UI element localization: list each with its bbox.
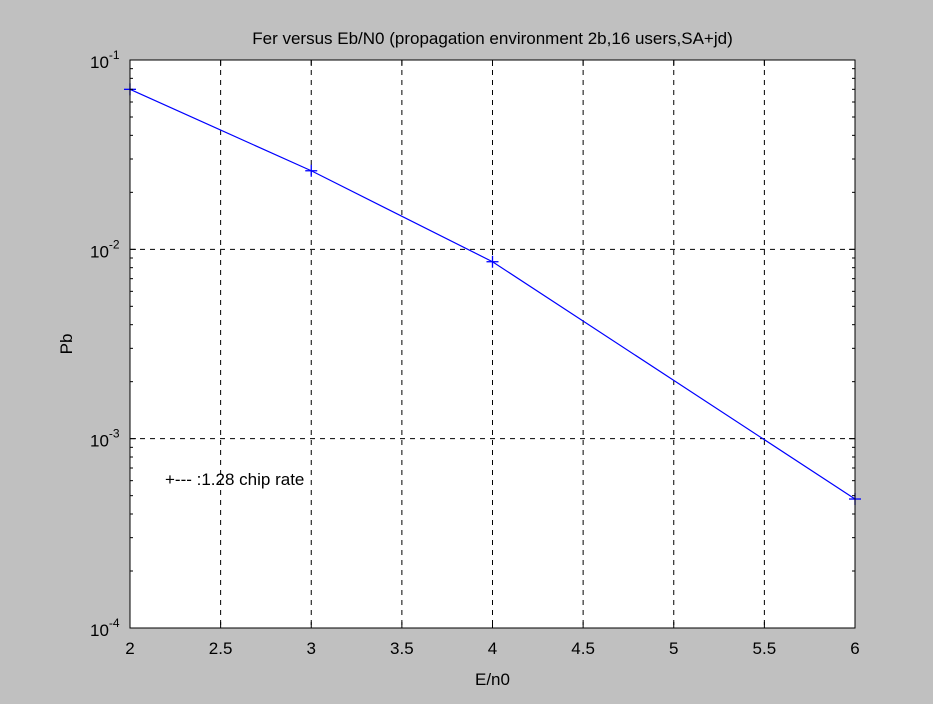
data-point-marker [486,255,499,268]
x-tick-label: 2 [125,639,134,658]
x-tick-label: 2.5 [209,639,233,658]
y-axis-label: Pb [57,334,76,355]
y-tick-label: 10-1 [90,48,120,72]
series-line [129,88,856,500]
x-tick-label: 5.5 [753,639,777,658]
y-axis-ticks: 10-4 10-3 10-2 10-1 [90,48,855,640]
grid-lines [130,60,855,628]
chart-title: Fer versus Eb/N0 (propagation environmen… [252,29,733,48]
x-tick-label: 6 [850,639,859,658]
data-point-marker [305,164,318,177]
x-axis-label: E/n0 [475,670,510,689]
legend-annotation: +--- :1.28 chip rate [165,470,304,489]
x-axis-ticks: 2 2.5 3 3.5 4 4.5 5 5.5 6 [125,60,860,658]
x-tick-label: 4 [488,639,497,658]
x-tick-label: 3.5 [390,639,414,658]
x-tick-label: 5 [669,639,678,658]
x-tick-label: 4.5 [571,639,595,658]
y-tick-label: 10-2 [90,237,120,261]
y-tick-label: 10-3 [90,427,120,451]
y-tick-label: 10-4 [90,616,120,640]
x-tick-label: 3 [307,639,316,658]
